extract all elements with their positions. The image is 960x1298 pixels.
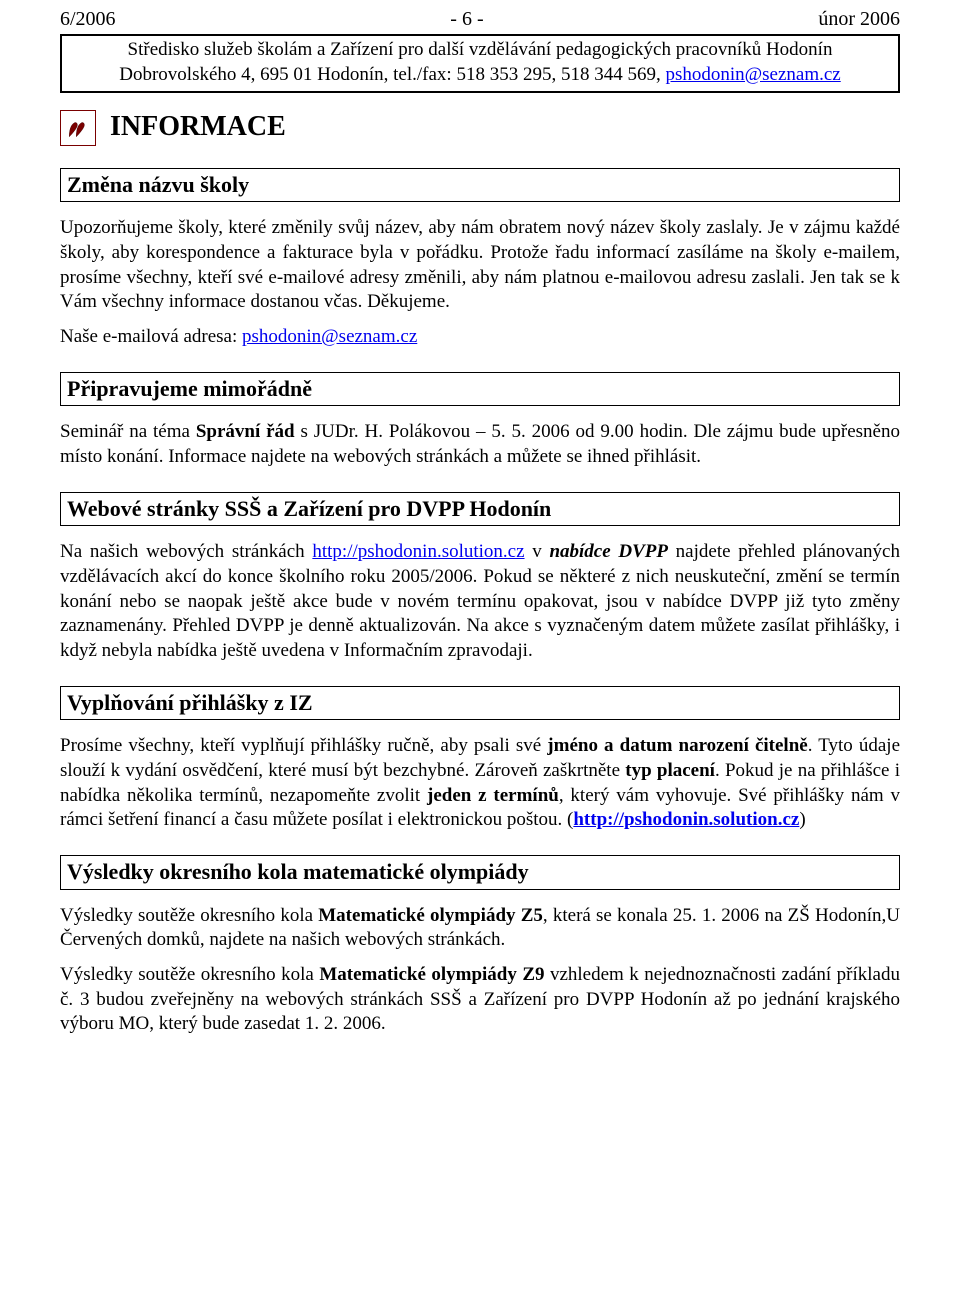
section-paragraph: Prosíme všechny, kteří vyplňují přihlášk…: [60, 734, 900, 833]
text-span: typ placení: [625, 760, 715, 781]
header-left: 6/2006: [60, 6, 116, 32]
text-span: Na našich webových stránkách: [60, 541, 312, 562]
info-icon: [60, 110, 96, 146]
text-link[interactable]: http://pshodonin.solution.cz: [573, 809, 799, 830]
section-paragraph: Seminář na téma Správní řád s JUDr. H. P…: [60, 420, 900, 469]
section-paragraph: Na našich webových stránkách http://psho…: [60, 540, 900, 663]
sections-container: Změna názvu školy Upozorňujeme školy, kte…: [60, 168, 900, 1037]
text-span: ): [799, 809, 805, 830]
section-paragraph: Výsledky soutěže okresního kola Matemati…: [60, 963, 900, 1037]
text-link[interactable]: http://pshodonin.solution.cz: [312, 541, 524, 562]
text-span: Výsledky soutěže okresního kola: [60, 964, 319, 985]
text-span: Upozorňujeme školy, které změnily svůj n…: [60, 217, 900, 312]
text-span: v: [525, 541, 550, 562]
section-heading: Webové stránky SSŠ a Zařízení pro DVPP H…: [60, 492, 900, 527]
header-center: - 6 -: [450, 6, 483, 32]
text-link[interactable]: pshodonin@seznam.cz: [242, 326, 417, 347]
section-paragraph: Naše e-mailová adresa: pshodonin@seznam.…: [60, 325, 900, 350]
text-span: Naše e-mailová adresa:: [60, 326, 242, 347]
text-span: Prosíme všechny, kteří vyplňují přihlášk…: [60, 735, 547, 756]
section-heading: Připravujeme mimořádně: [60, 372, 900, 407]
header-right: únor 2006: [818, 6, 900, 32]
section-heading: Vyplňování přihlášky z IZ: [60, 686, 900, 721]
header-box-line1: Středisko služeb školám a Zařízení pro d…: [70, 38, 890, 63]
section-paragraph: Upozorňujeme školy, které změnily svůj n…: [60, 216, 900, 315]
section-heading: Změna názvu školy: [60, 168, 900, 203]
text-span: Matematické olympiády Z9: [319, 964, 544, 985]
text-span: nabídce DVPP: [549, 541, 668, 562]
text-span: Matematické olympiády Z5: [318, 905, 543, 926]
text-span: Správní řád: [196, 421, 295, 442]
header-info-box: Středisko služeb školám a Zařízení pro d…: [60, 34, 900, 93]
header-box-line2: Dobrovolského 4, 695 01 Hodonín, tel./fa…: [70, 63, 890, 88]
page-title: INFORMACE: [110, 109, 286, 145]
header-box-line2-prefix: Dobrovolského 4, 695 01 Hodonín, tel./fa…: [119, 64, 665, 85]
page-header-row: 6/2006 - 6 - únor 2006: [60, 6, 900, 32]
section-heading: Výsledky okresního kola matematické olym…: [60, 855, 900, 890]
text-span: Výsledky soutěže okresního kola: [60, 905, 318, 926]
section-paragraph: Výsledky soutěže okresního kola Matemati…: [60, 904, 900, 953]
text-span: Seminář na téma: [60, 421, 196, 442]
text-span: jméno a datum narození čitelně: [547, 735, 807, 756]
header-email-link[interactable]: pshodonin@seznam.cz: [665, 64, 840, 85]
text-span: jeden z termínů: [427, 785, 559, 806]
title-row: INFORMACE: [60, 109, 900, 145]
